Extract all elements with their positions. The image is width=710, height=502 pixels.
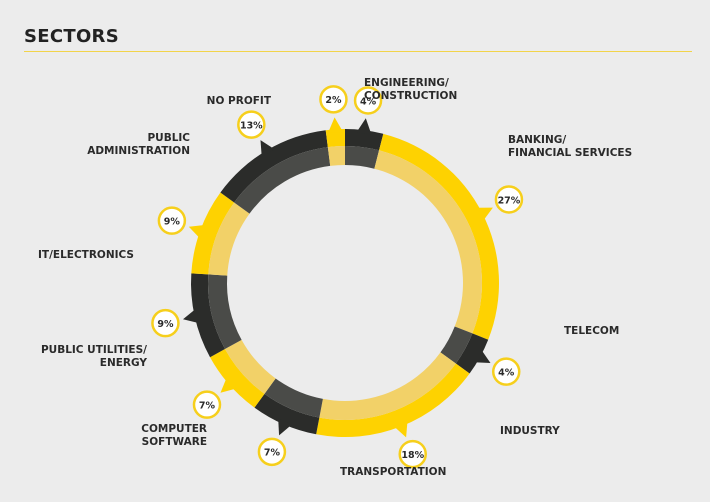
- slice-inner-banking-financial-services: [374, 150, 482, 334]
- category-label-it-electronics: IT/ELECTRONICS: [38, 249, 134, 261]
- slice-pointer-transportation: [278, 418, 293, 436]
- slice-computer-software: 7% COMPUTER SOFTWARE: [141, 339, 276, 448]
- slice-outer-it-electronics: [191, 192, 235, 275]
- slice-inner-transportation: [264, 378, 323, 418]
- value-label-banking-financial-services: 27%: [498, 195, 521, 206]
- slice-it-electronics: 9% IT/ELECTRONICS: [38, 192, 250, 276]
- slice-outer-transportation: [254, 393, 320, 435]
- slice-pointer-public-utilities-energy: [182, 308, 200, 324]
- category-label-computer-software: COMPUTER SOFTWARE: [141, 423, 207, 448]
- value-badge-transportation: [257, 437, 287, 467]
- title-divider: [24, 51, 692, 52]
- slice-banking-financial-services: 27% BANKING/FINANCIAL SERVICES: [374, 133, 632, 340]
- category-label-no-profit: NO PROFIT: [207, 95, 272, 107]
- value-badge-engineering-construction: [353, 86, 383, 115]
- slice-pointer-telecom: [473, 349, 491, 363]
- slice-public-administration: 13% PUBLIC ADMINISTRATION: [87, 110, 331, 214]
- value-badge-public-utilities-energy: [151, 308, 180, 338]
- slice-inner-industry: [319, 352, 456, 420]
- category-label-public-utilities-energy: PUBLIC UTILITIES/ENERGY: [41, 344, 147, 369]
- slice-telecom: 4% TELECOM: [440, 325, 619, 386]
- slice-pointer-banking-financial-services: [475, 207, 493, 222]
- category-label-industry: INDUSTRY: [500, 425, 560, 437]
- category-label-banking-financial-services: BANKING/FINANCIAL SERVICES: [508, 134, 632, 159]
- value-label-transportation: 7%: [264, 448, 281, 459]
- slice-pointer-public-administration: [260, 140, 275, 158]
- slice-pointer-computer-software: [220, 377, 237, 393]
- value-badge-no-profit: [319, 85, 348, 114]
- category-label-engineering-construction: ENGINEERING/CONSTRUCTION: [364, 77, 457, 102]
- slice-inner-engineering-construction: [345, 146, 380, 169]
- slice-inner-computer-software: [224, 339, 276, 394]
- value-badge-public-administration: [237, 110, 266, 139]
- slice-inner-it-electronics: [208, 202, 250, 276]
- slice-inner-public-administration: [234, 147, 331, 214]
- slice-outer-engineering-construction: [345, 129, 384, 151]
- value-badge-it-electronics: [157, 206, 187, 235]
- slice-outer-public-administration: [220, 130, 328, 203]
- slice-outer-public-utilities-energy: [191, 273, 225, 358]
- value-label-engineering-construction: 4%: [360, 96, 377, 107]
- slice-inner-no-profit: [327, 146, 345, 166]
- value-label-computer-software: 7%: [199, 400, 216, 411]
- slice-inner-public-utilities-energy: [207, 274, 242, 350]
- slice-pointer-engineering-construction: [356, 118, 372, 135]
- slice-industry: 18% INDUSTRY: [316, 352, 560, 469]
- value-label-industry: 18%: [401, 450, 424, 461]
- slice-inner-telecom: [440, 326, 473, 364]
- value-badge-industry: [398, 439, 427, 469]
- value-badge-banking-financial-services: [494, 185, 524, 214]
- slice-engineering-construction: 4%ENGINEERING/CONSTRUCTION: [345, 77, 457, 169]
- slice-pointer-no-profit: [327, 117, 344, 133]
- value-label-telecom: 4%: [498, 367, 515, 378]
- category-label-public-administration: PUBLIC ADMINISTRATION: [87, 132, 190, 157]
- page-title: SECTORS: [24, 26, 119, 47]
- value-label-public-administration: 13%: [240, 120, 263, 131]
- category-label-transportation: TRANSPORTATION: [340, 466, 446, 478]
- slice-pointer-industry: [393, 420, 408, 438]
- value-badge-computer-software: [192, 390, 222, 419]
- slice-transportation: 7% TRANSPORTATION: [254, 378, 446, 478]
- value-label-it-electronics: 9%: [164, 216, 181, 227]
- slice-pointer-it-electronics: [188, 224, 206, 240]
- slice-outer-banking-financial-services: [379, 133, 499, 340]
- value-label-no-profit: 2%: [325, 95, 342, 106]
- slice-public-utilities-energy: 9% PUBLIC UTILITIES/ENERGY: [41, 273, 242, 369]
- category-label-telecom: TELECOM: [564, 325, 619, 337]
- slice-outer-industry: [316, 363, 470, 437]
- value-label-public-utilities-energy: 9%: [157, 319, 174, 330]
- slice-outer-no-profit: [325, 129, 345, 148]
- slice-outer-computer-software: [210, 349, 265, 408]
- value-badge-telecom: [491, 357, 521, 386]
- slice-outer-telecom: [455, 333, 489, 374]
- slice-no-profit: 2% NO PROFIT: [207, 85, 348, 166]
